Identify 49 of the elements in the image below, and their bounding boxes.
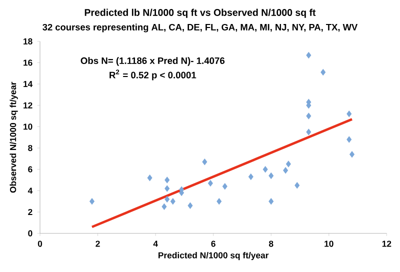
point	[346, 136, 352, 143]
y-tick-label: 14	[24, 81, 33, 87]
point	[268, 172, 274, 179]
point	[286, 160, 291, 168]
y-tick-label: 4	[28, 188, 33, 194]
x-tick-label: 4	[153, 240, 158, 247]
point	[294, 182, 300, 189]
x-tick-label: 2	[96, 240, 100, 247]
point	[202, 158, 208, 166]
point	[346, 110, 352, 118]
y-tick-label: 10	[24, 124, 32, 130]
chart-subtitle: 32 courses representing AL, CA, DE, FL, GA, MA, MI, NJ, NY, PA, TX, WV	[42, 24, 358, 32]
y-tick-label: 12	[24, 102, 32, 108]
y-tick-label: 6	[28, 166, 32, 172]
point	[306, 112, 312, 120]
y-tick-label: 0	[28, 230, 32, 236]
point	[162, 203, 167, 210]
x-tick-label: 6	[211, 240, 216, 247]
x-tick-label: 0	[38, 240, 42, 247]
y-tick-label: 18	[24, 38, 32, 44]
x-tick-label: 10	[324, 240, 334, 247]
point	[268, 198, 274, 205]
point	[306, 128, 312, 136]
y-tick-label: 16	[24, 60, 32, 66]
point	[306, 52, 312, 58]
chart-title: Predicted lb N/1000 sq ft vs Observed N/1000 sq ft	[84, 8, 316, 18]
point	[147, 174, 152, 182]
x-axis-title: Predicted N/1000 sq ft/year	[158, 252, 269, 260]
point	[164, 185, 170, 192]
point	[222, 183, 228, 190]
point	[170, 198, 176, 205]
point	[164, 196, 170, 202]
point	[216, 198, 222, 205]
y-tick-label: 8	[28, 144, 32, 152]
point	[262, 166, 268, 173]
point	[208, 180, 213, 186]
x-tick-label: 12	[382, 240, 392, 247]
annotation: R$^{2}$ = 0.52 p < 0.0001	[110, 70, 196, 80]
point	[350, 151, 354, 158]
point	[248, 174, 254, 180]
y-tick-label: 2	[28, 208, 32, 216]
point	[283, 167, 288, 174]
point	[188, 202, 193, 209]
point	[320, 69, 326, 76]
y-axis-title: Observed N/1000 sq ft/year	[10, 82, 18, 193]
annotation: Obs N= (1.1186 x Pred N)- 1.4076	[80, 57, 225, 66]
point	[164, 176, 170, 184]
point	[90, 198, 94, 205]
x-tick-label: 8	[268, 240, 274, 247]
